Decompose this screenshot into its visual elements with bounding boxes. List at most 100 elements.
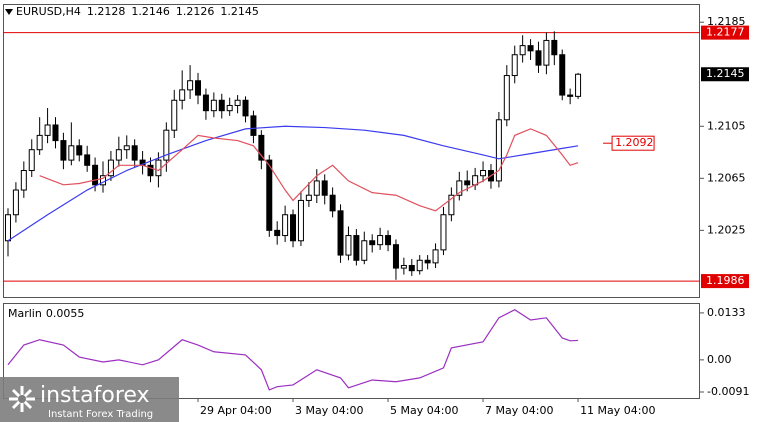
watermark-tagline: Instant Forex Trading bbox=[48, 409, 153, 420]
candle-body bbox=[321, 180, 328, 196]
candle-body bbox=[195, 80, 202, 96]
indicator-name: Marlin bbox=[8, 307, 42, 320]
indicator-value: 0.0055 bbox=[46, 307, 85, 320]
candle-body bbox=[52, 124, 59, 142]
main-panel bbox=[3, 4, 700, 298]
x-tick-label: 7 May 04:00 bbox=[485, 404, 553, 417]
candle-body bbox=[329, 194, 336, 212]
candle-body bbox=[535, 50, 542, 66]
level-label-box bbox=[701, 25, 749, 40]
candle-body bbox=[115, 149, 122, 161]
panel-1: 0.0133 0.00 -0.0091 29 Apr 04:00 3 May 04:00… bbox=[7, 306, 749, 417]
header-open: 1.2128 bbox=[87, 5, 126, 18]
candle-body bbox=[400, 264, 407, 269]
candle-body bbox=[559, 54, 566, 96]
candle-body bbox=[266, 159, 273, 231]
current-price-box bbox=[701, 67, 749, 82]
candle-body bbox=[250, 115, 257, 136]
indicator-line bbox=[7, 309, 579, 391]
candle-body bbox=[519, 45, 526, 56]
candle-body bbox=[337, 210, 344, 256]
candle-body bbox=[4, 214, 11, 242]
candle-body bbox=[305, 194, 312, 201]
candle-body bbox=[543, 39, 550, 66]
header-close: 1.2145 bbox=[220, 5, 259, 18]
x-tick-label: 29 Apr 04:00 bbox=[200, 404, 272, 417]
candle-body bbox=[361, 240, 368, 261]
candle-body bbox=[313, 180, 320, 196]
candle-body bbox=[100, 175, 107, 186]
y-tick-label: 1.2185 bbox=[707, 15, 746, 28]
candle-body bbox=[392, 244, 399, 269]
watermark: instaforex Instant Forex Trading bbox=[0, 377, 179, 422]
candle-body bbox=[92, 164, 99, 186]
candle-body bbox=[297, 199, 304, 242]
candle-body bbox=[424, 259, 431, 264]
candle-body bbox=[440, 214, 447, 251]
candle-body bbox=[147, 164, 154, 177]
candle-body bbox=[527, 45, 534, 52]
candle-body bbox=[84, 154, 91, 166]
plot-layer: 1.2185 1.2105 1.2065 1.2025 1.2177 1.1986 1.20… bbox=[3, 5, 749, 417]
y-tick-label: 0.0133 bbox=[707, 306, 746, 319]
candle-body bbox=[385, 235, 392, 246]
candle-body bbox=[282, 214, 289, 237]
candle-body bbox=[36, 134, 43, 151]
x-tick-label: 3 May 04:00 bbox=[295, 404, 363, 417]
x-tick-label: 11 May 04:00 bbox=[580, 404, 655, 417]
candle-body bbox=[210, 99, 217, 112]
candle-body bbox=[234, 99, 241, 106]
watermark-icon bbox=[9, 386, 35, 412]
y-tick-label: 1.2065 bbox=[707, 171, 746, 184]
header-low: 1.2126 bbox=[176, 5, 215, 18]
candle-body bbox=[12, 189, 19, 216]
panel-0: 1.2185 1.2105 1.2065 1.2025 1.2177 1.1986 1.20… bbox=[3, 5, 749, 289]
x-tick-label: 5 May 04:00 bbox=[390, 404, 458, 417]
candle-body bbox=[44, 124, 51, 136]
chart-header: EURUSD,H4 1.2128 1.2146 1.2126 1.2145 bbox=[16, 5, 259, 18]
y-tick-label: 1.2105 bbox=[707, 119, 746, 132]
candle-body bbox=[187, 80, 194, 91]
candle-body bbox=[456, 180, 463, 196]
candle-body bbox=[432, 249, 439, 264]
header-high: 1.2146 bbox=[131, 5, 170, 18]
y-tick-label: 0.00 bbox=[707, 353, 732, 366]
candle-body bbox=[68, 145, 75, 161]
candle-body bbox=[226, 104, 233, 112]
candle-body bbox=[345, 235, 352, 256]
candle-body bbox=[416, 259, 423, 272]
level-label: 1.1986 bbox=[706, 274, 745, 287]
level-label-box bbox=[701, 274, 749, 289]
candle-body bbox=[242, 99, 249, 117]
moving-average bbox=[7, 125, 579, 242]
level-label: 1.2177 bbox=[706, 26, 745, 39]
candle-body bbox=[163, 129, 170, 161]
y-tick-label: -0.0091 bbox=[707, 385, 749, 398]
candle-body bbox=[369, 240, 376, 246]
candle-body bbox=[123, 145, 130, 151]
candle-body bbox=[107, 159, 114, 177]
candle-body bbox=[290, 214, 297, 242]
candle-body bbox=[131, 145, 138, 161]
symbol-title: EURUSD,H4 bbox=[16, 5, 81, 18]
candle-body bbox=[503, 75, 510, 121]
candle-body bbox=[76, 145, 83, 156]
candle-body bbox=[511, 54, 518, 77]
candle-body bbox=[551, 39, 558, 56]
candle-body bbox=[495, 119, 502, 182]
current-price: 1.2145 bbox=[706, 67, 745, 80]
candle-body bbox=[274, 229, 281, 237]
candle-body bbox=[448, 194, 455, 216]
candle-body bbox=[567, 94, 574, 97]
candle-body bbox=[575, 73, 582, 97]
moving-average bbox=[39, 128, 579, 212]
candle-body bbox=[464, 180, 471, 186]
candle-body bbox=[377, 235, 384, 246]
candle-body bbox=[218, 99, 225, 112]
candle-body bbox=[258, 134, 265, 161]
candle-body bbox=[408, 264, 415, 272]
candle-body bbox=[179, 89, 186, 101]
candle-body bbox=[202, 94, 209, 112]
price-label-box bbox=[611, 135, 655, 151]
